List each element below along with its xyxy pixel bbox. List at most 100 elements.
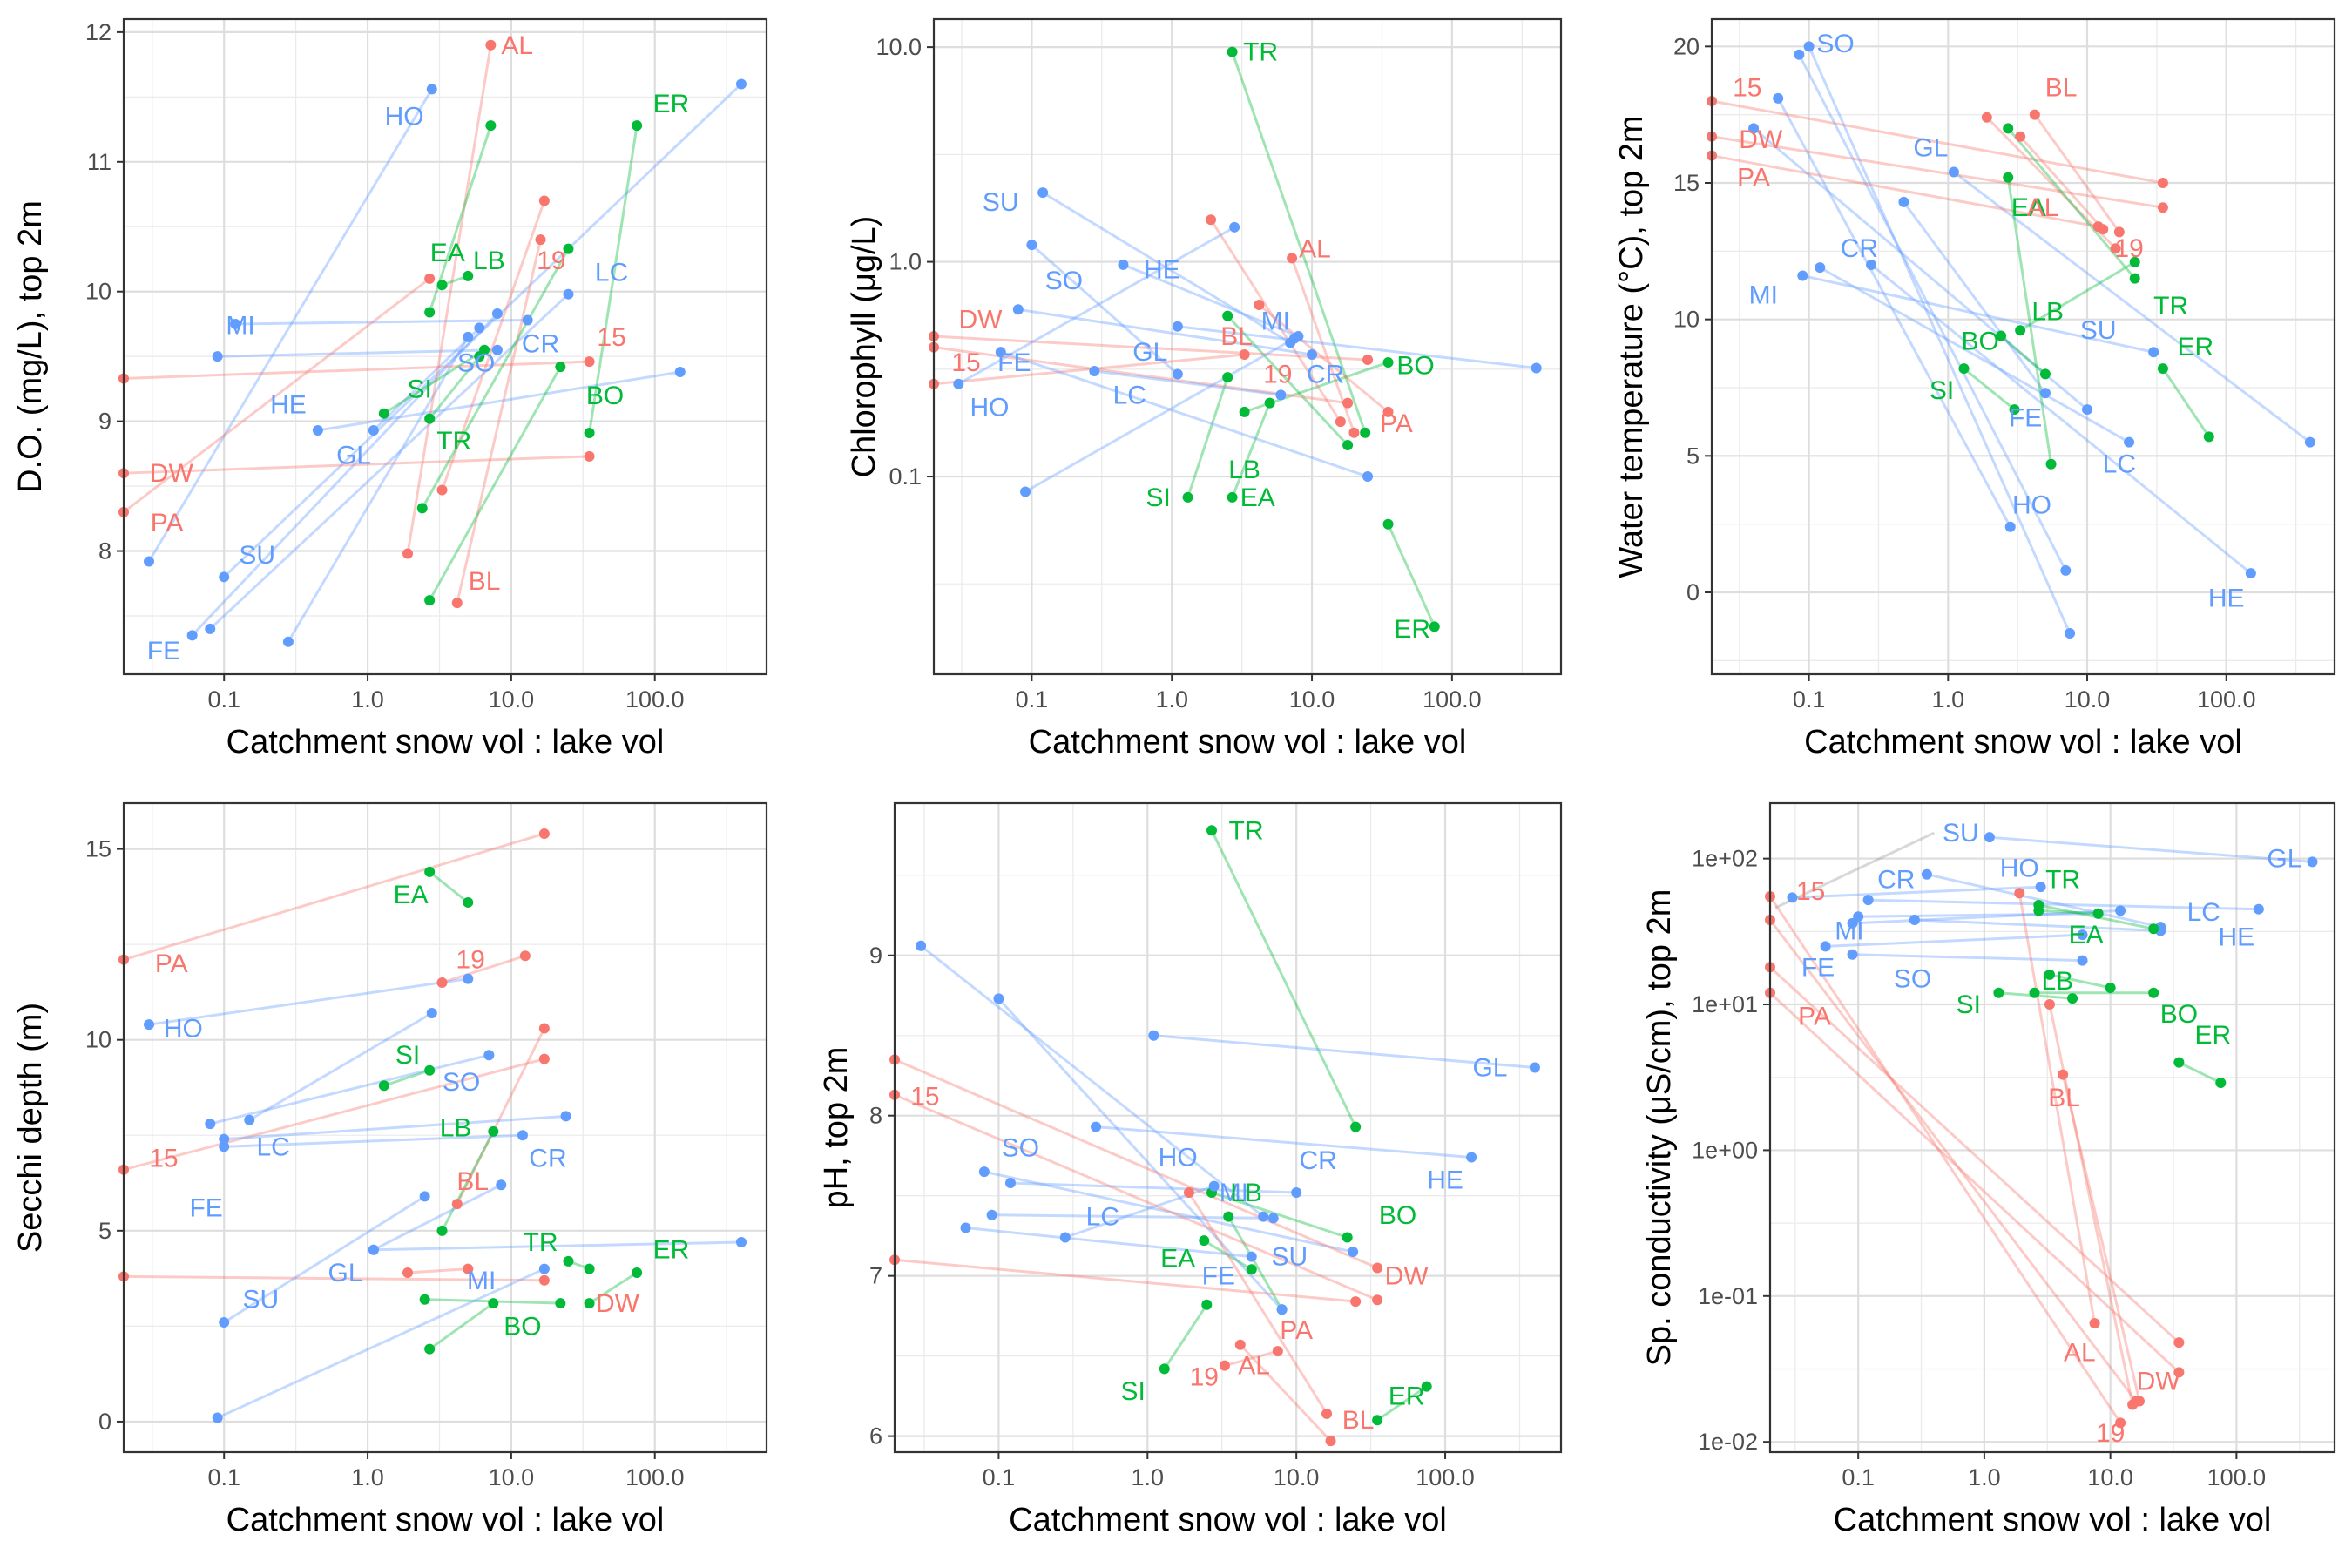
data-point xyxy=(2058,1069,2069,1080)
data-point xyxy=(538,828,550,840)
series-line xyxy=(1163,1303,1208,1370)
data-point xyxy=(2082,404,2093,416)
panel-border xyxy=(1710,17,2336,676)
series-line xyxy=(429,1301,495,1350)
point-label-bo: BO xyxy=(1379,1201,1416,1230)
data-point xyxy=(1981,112,1992,123)
data-point xyxy=(378,408,389,419)
y-tick-label: 10 xyxy=(85,279,112,305)
chart-panel-4: EA PA 19 HO SI SO LB LC 15 CR BL FE TR ER GL MI DW SU BO 0.… xyxy=(12,801,768,1538)
series-line xyxy=(441,199,546,491)
data-point xyxy=(485,120,497,132)
data-point xyxy=(2092,908,2104,919)
series-line xyxy=(1224,1349,1279,1368)
data-point xyxy=(378,1080,389,1092)
data-point xyxy=(1847,949,1858,960)
point-label-dw: DW xyxy=(1385,1262,1429,1291)
series-line xyxy=(224,1133,524,1148)
data-point xyxy=(368,425,379,436)
data-point xyxy=(2089,1318,2100,1329)
series-line xyxy=(1231,402,1272,498)
data-point xyxy=(1382,518,1394,530)
point-label-ea: EA xyxy=(394,881,429,909)
data-point xyxy=(2173,1367,2185,1378)
series-line xyxy=(123,455,590,475)
series-line xyxy=(1852,909,2121,925)
series-line xyxy=(1776,98,2012,528)
point-label-lc: LC xyxy=(2187,898,2220,927)
data-point xyxy=(368,1244,379,1255)
y-tick-label: 1e-02 xyxy=(1698,1429,1758,1455)
series-line xyxy=(287,336,470,643)
point-label-si: SI xyxy=(1930,376,1954,405)
point-label-he: HE xyxy=(2208,584,2245,612)
data-point xyxy=(1222,310,1233,321)
series-line xyxy=(2061,1074,2141,1402)
data-point xyxy=(1037,187,1049,199)
panel-border xyxy=(893,801,1563,1454)
data-point xyxy=(2173,1057,2185,1068)
x-tick-label: 10.0 xyxy=(489,1464,535,1490)
data-point xyxy=(1382,406,1394,417)
data-point xyxy=(538,195,550,206)
series-line xyxy=(1231,51,1367,434)
series-line xyxy=(2178,1061,2221,1085)
data-point xyxy=(632,120,643,132)
point-label-cr: CR xyxy=(1841,234,1878,263)
series-line xyxy=(428,355,481,420)
data-point xyxy=(219,1133,230,1145)
x-axis-title: Catchment snow vol : lake vol xyxy=(226,1502,665,1538)
series-line xyxy=(920,944,1265,1218)
x-tick-label: 100.0 xyxy=(625,1464,685,1490)
series-line xyxy=(217,348,497,358)
series-line xyxy=(1768,919,2138,1402)
data-point xyxy=(419,1191,430,1202)
data-point xyxy=(1258,1211,1269,1222)
y-tick-label: 1.0 xyxy=(889,249,922,275)
series-line xyxy=(983,1170,1354,1254)
point-label-15: 15 xyxy=(910,1083,939,1112)
data-point xyxy=(463,270,474,281)
data-point xyxy=(1815,262,1826,274)
chart-panel-2: TR SU AL HE SO DW MI BL GL 19 15 FE BO CR LC HO PA LB SI EA… xyxy=(846,17,1563,760)
point-label-ea: EA xyxy=(1240,483,1275,512)
data-point xyxy=(1291,1187,1302,1198)
point-label-gl: GL xyxy=(328,1259,363,1288)
series-line xyxy=(1926,873,2161,929)
data-point xyxy=(555,1298,566,1309)
data-point xyxy=(491,308,503,320)
series-line xyxy=(1017,308,1313,356)
data-point xyxy=(1866,260,1877,270)
series-line xyxy=(1095,1125,1472,1159)
data-point xyxy=(535,234,546,246)
point-label-gl: GL xyxy=(1472,1054,1507,1083)
data-point xyxy=(2148,347,2159,358)
data-point xyxy=(555,362,566,373)
point-label-er: ER xyxy=(2194,1021,2231,1050)
data-point xyxy=(978,1166,990,1178)
data-point xyxy=(2133,1396,2145,1407)
y-tick-label: 0 xyxy=(1686,579,1700,605)
data-point xyxy=(212,1412,223,1423)
series-line xyxy=(1153,1034,1536,1070)
data-point xyxy=(436,1225,448,1236)
data-point xyxy=(1803,41,1815,52)
y-tick-label: 20 xyxy=(1673,33,1700,59)
data-point xyxy=(1421,1381,1432,1392)
data-point xyxy=(1287,253,1298,264)
data-point xyxy=(416,503,428,514)
series-line xyxy=(1963,367,2016,411)
point-label-lc: LC xyxy=(595,258,628,287)
series-line xyxy=(373,1240,742,1252)
data-point xyxy=(2035,882,2046,893)
point-label-19: 19 xyxy=(2096,1419,2125,1448)
x-tick-label: 1.0 xyxy=(1932,686,1965,713)
x-axis-title: Catchment snow vol : lake vol xyxy=(1029,724,1467,760)
data-point xyxy=(419,1294,430,1305)
data-point xyxy=(1984,832,1995,843)
point-label-mi: MI xyxy=(1835,916,1863,945)
point-label-15: 15 xyxy=(1733,73,1761,102)
point-label-bl: BL xyxy=(469,567,501,596)
data-point xyxy=(2044,999,2055,1010)
